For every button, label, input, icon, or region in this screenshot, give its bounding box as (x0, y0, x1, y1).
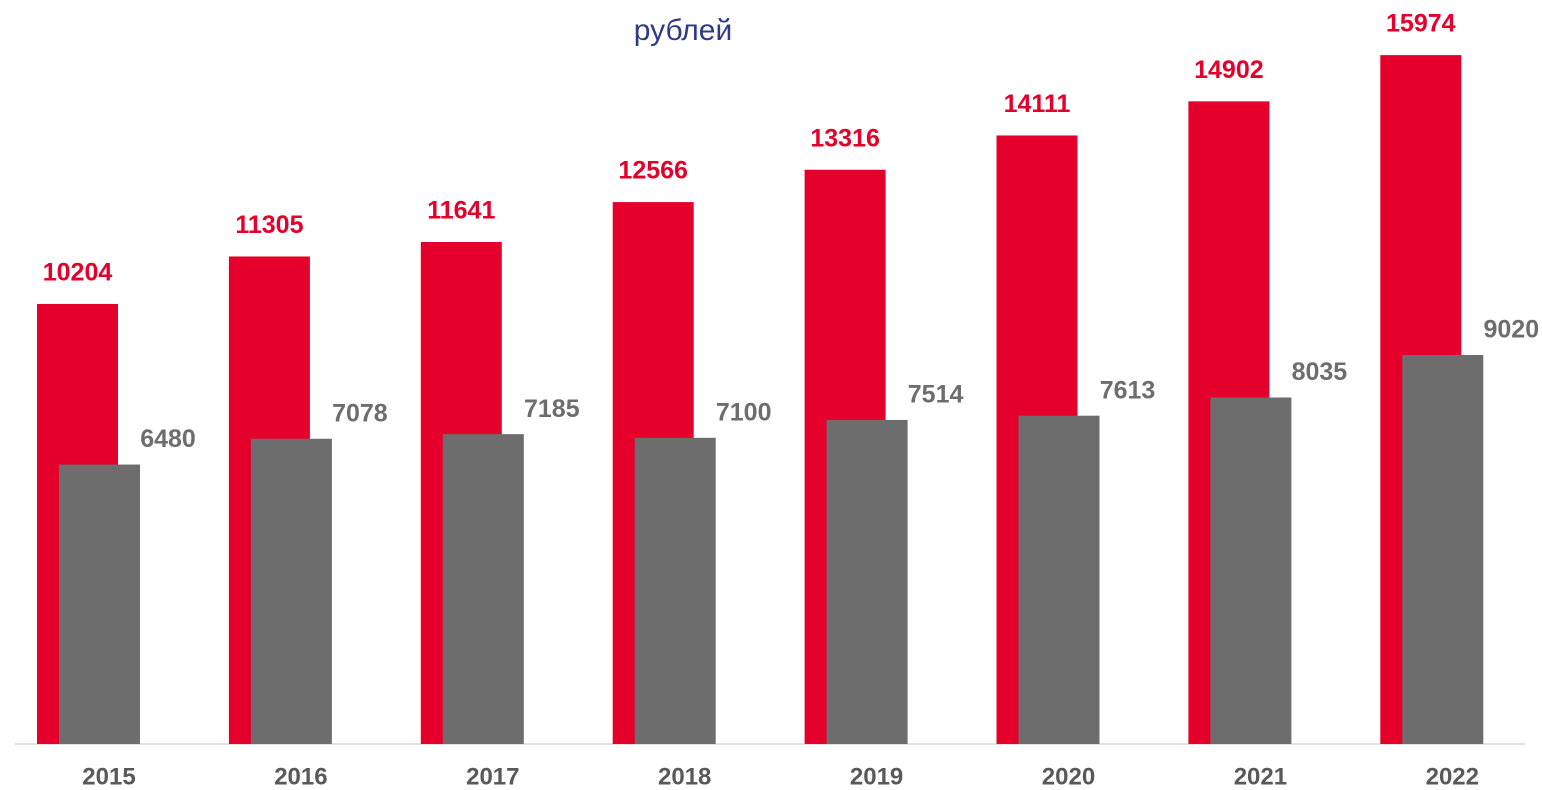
data-label: 7613 (1100, 376, 1156, 404)
data-label: 11641 (427, 197, 495, 225)
x-tick-label: 2021 (1234, 763, 1287, 790)
bar (59, 464, 140, 744)
data-label: 8035 (1292, 358, 1348, 386)
bar (442, 434, 524, 744)
x-tick-label: 2020 (1042, 763, 1095, 790)
data-label: 7078 (332, 399, 388, 427)
data-label: 6480 (140, 425, 196, 453)
bar (1210, 397, 1292, 744)
x-tick-label: 2015 (82, 763, 135, 790)
bar (826, 419, 908, 744)
chart-subtitle: рублей (634, 14, 732, 47)
data-label: 13316 (810, 124, 880, 152)
data-label: 14111 (1004, 90, 1071, 118)
data-label: 7514 (908, 381, 964, 409)
data-label: 10204 (43, 259, 113, 287)
x-tick-label: 2022 (1426, 763, 1479, 790)
data-label: 7100 (716, 398, 772, 426)
data-label: 14902 (1194, 56, 1264, 84)
x-tick-label: 2018 (658, 763, 711, 790)
x-tick-label: 2017 (466, 763, 519, 790)
data-label: 11305 (235, 211, 303, 239)
bar (1018, 415, 1100, 744)
bar (1402, 355, 1484, 744)
bar (634, 437, 716, 744)
x-tick-label: 2016 (274, 763, 327, 790)
bar (250, 438, 332, 744)
data-label: 9020 (1483, 316, 1539, 344)
data-label: 7185 (524, 395, 580, 423)
data-label: 12566 (618, 157, 688, 185)
data-label: 15974 (1386, 10, 1456, 38)
x-tick-label: 2019 (850, 763, 903, 790)
